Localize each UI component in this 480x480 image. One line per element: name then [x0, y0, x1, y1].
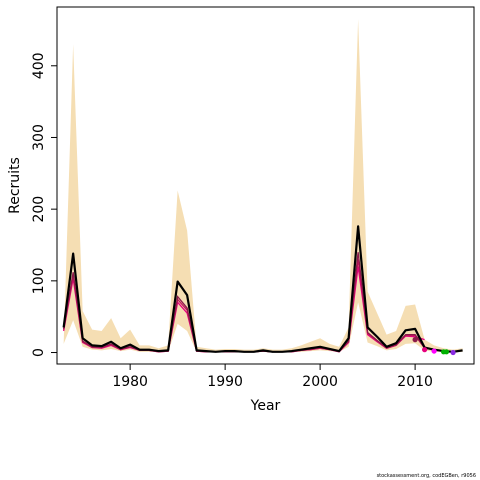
terminal-point	[431, 348, 437, 354]
estimate-series-line	[62, 225, 463, 353]
y-tick-label: 400	[31, 52, 47, 79]
y-axis: 0 100 200 300 400	[31, 52, 57, 357]
y-tick-label: 0	[31, 348, 47, 357]
y-axis-title: Recruits	[7, 157, 23, 214]
confidence-band-area	[63, 19, 463, 353]
x-axis: 1980 1990 2000 2010	[112, 364, 433, 390]
x-tick-label: 2000	[302, 374, 338, 390]
estimate-line	[62, 225, 463, 353]
terminal-point	[443, 349, 450, 355]
plot-frame	[56, 6, 475, 365]
x-tick-label: 1990	[207, 374, 243, 390]
y-tick-label: 300	[31, 124, 47, 151]
footer-note: stockassessment.org, codEGBen, r9056	[376, 473, 476, 479]
terminal-points	[412, 337, 456, 356]
terminal-point	[412, 337, 418, 343]
confidence-band	[63, 19, 463, 353]
x-tick-label: 2010	[397, 374, 433, 390]
x-tick-label: 1980	[112, 374, 148, 390]
y-tick-label: 200	[31, 196, 47, 223]
x-axis-title: Year	[250, 398, 281, 414]
terminal-point	[450, 349, 456, 356]
terminal-point	[422, 347, 428, 353]
y-tick-label: 100	[31, 267, 47, 294]
